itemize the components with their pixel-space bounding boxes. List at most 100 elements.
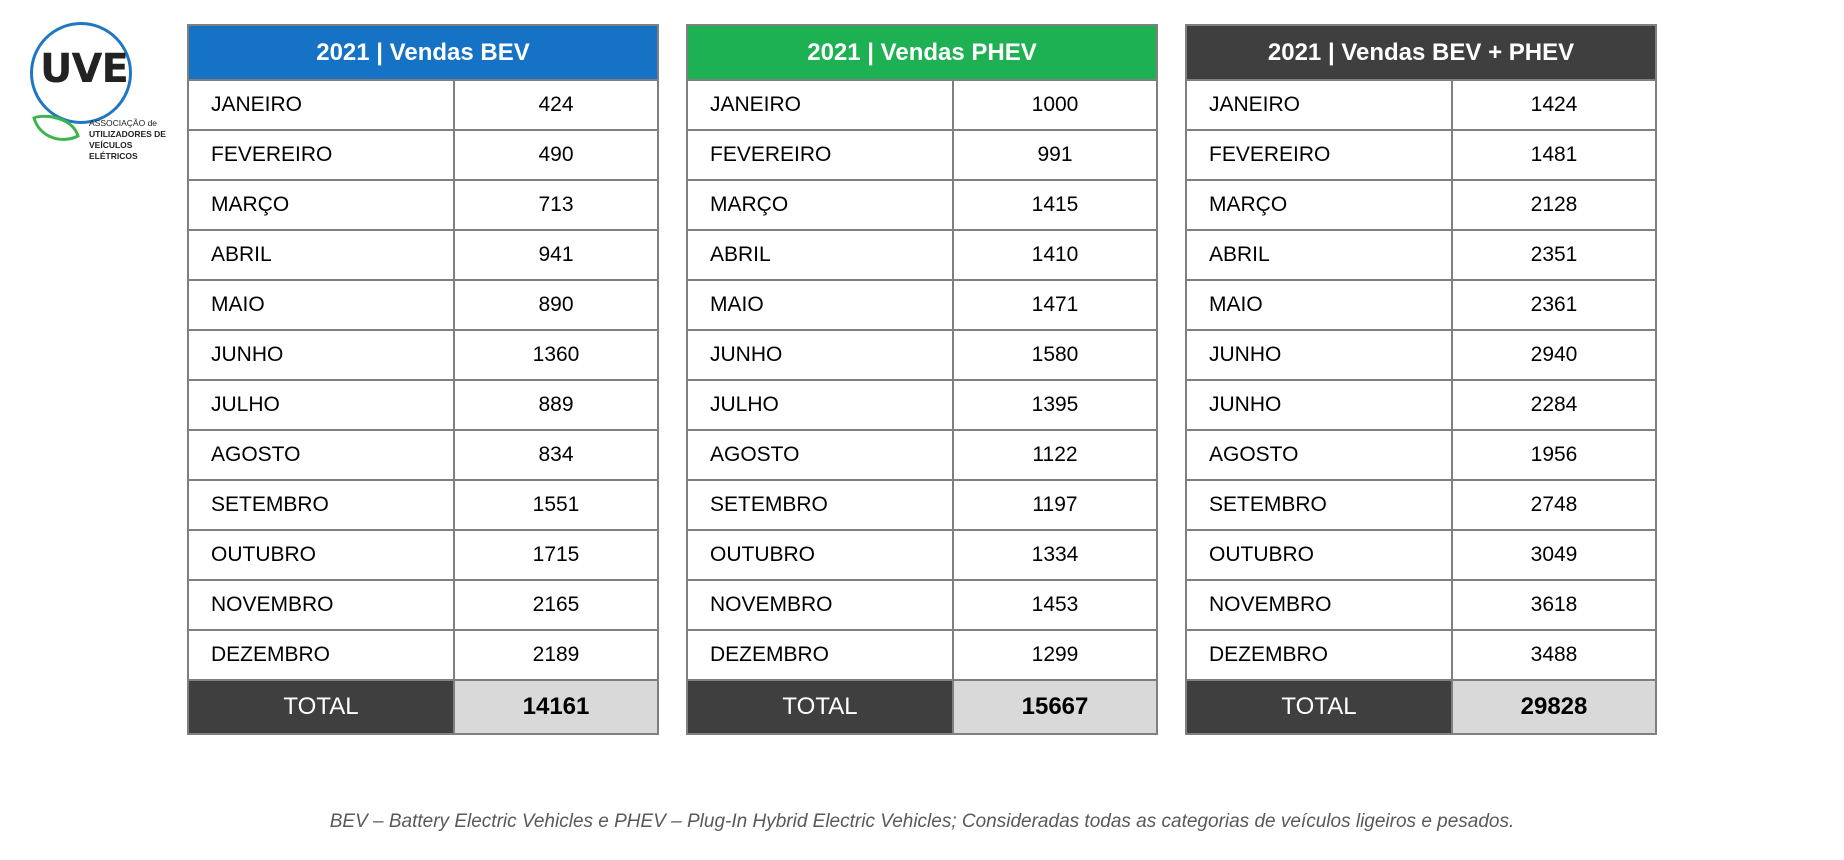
month-cell: FEVEREIRO (1185, 129, 1453, 181)
value-cell: 424 (453, 79, 659, 131)
month-cell: ABRIL (686, 229, 954, 281)
table-row: AGOSTO 834 (187, 429, 659, 481)
leaf-icon (32, 114, 80, 141)
month-cell: JUNHO (686, 329, 954, 381)
total-value: 15667 (952, 679, 1158, 735)
month-cell: AGOSTO (686, 429, 954, 481)
month-cell: JULHO (187, 379, 455, 431)
logo-mark: UVE (40, 46, 129, 92)
value-cell: 490 (453, 129, 659, 181)
table-row: MAIO 890 (187, 279, 659, 331)
month-cell: FEVEREIRO (187, 129, 455, 181)
month-cell: MAIO (187, 279, 455, 331)
value-cell: 1000 (952, 79, 1158, 131)
value-cell: 3618 (1451, 579, 1657, 631)
value-cell: 1580 (952, 329, 1158, 381)
month-cell: MAIO (1185, 279, 1453, 331)
value-cell: 2284 (1451, 379, 1657, 431)
month-cell: MARÇO (187, 179, 455, 231)
value-cell: 2165 (453, 579, 659, 631)
table-title: 2021 | Vendas BEV + PHEV (1185, 24, 1657, 81)
table-row: NOVEMBRO 1453 (686, 579, 1158, 631)
month-cell: JULHO (686, 379, 954, 431)
footnote-caption: BEV – Battery Electric Vehicles e PHEV –… (329, 811, 1515, 832)
table-row: JULHO 889 (187, 379, 659, 431)
value-cell: 1410 (952, 229, 1158, 281)
table-row: DEZEMBRO 2189 (187, 629, 659, 681)
total-row: TOTAL 14161 (187, 679, 659, 735)
table-row: SETEMBRO 1551 (187, 479, 659, 531)
table-bev: 2021 | Vendas BEV JANEIRO 424 FEVEREIRO 490… (187, 24, 659, 735)
total-row: TOTAL 15667 (686, 679, 1158, 735)
value-cell: 3488 (1451, 629, 1657, 681)
table-row: DEZEMBRO 3488 (1185, 629, 1657, 681)
month-cell: MARÇO (1185, 179, 1453, 231)
uve-logo: UVE ASSOCIAÇÃO de UTILIZADORES DE VEÍCUL… (26, 18, 176, 161)
table-row: JUNHO 1360 (187, 329, 659, 381)
table-row: SETEMBRO 1197 (686, 479, 1158, 531)
value-cell: 2940 (1451, 329, 1657, 381)
value-cell: 991 (952, 129, 1158, 181)
table-row: JUNHO 2940 (1185, 329, 1657, 381)
value-cell: 1715 (453, 529, 659, 581)
logo-text: ASSOCIAÇÃO de UTILIZADORES DE VEÍCULOS E… (89, 118, 176, 162)
month-cell: MAIO (686, 279, 954, 331)
value-cell: 1360 (453, 329, 659, 381)
logo-line-2: UTILIZADORES DE (89, 129, 166, 139)
logo-line-3: VEÍCULOS ELÉTRICOS (89, 140, 138, 161)
table-row: ABRIL 1410 (686, 229, 1158, 281)
month-cell: ABRIL (1185, 229, 1453, 281)
month-cell: NOVEMBRO (187, 579, 455, 631)
table-row: JANEIRO 1424 (1185, 79, 1657, 131)
total-value: 29828 (1451, 679, 1657, 735)
table-row: OUTUBRO 1334 (686, 529, 1158, 581)
table-row: NOVEMBRO 3618 (1185, 579, 1657, 631)
month-cell: AGOSTO (1185, 429, 1453, 481)
month-cell: OUTUBRO (1185, 529, 1453, 581)
table-row: NOVEMBRO 2165 (187, 579, 659, 631)
total-label: TOTAL (187, 679, 455, 735)
month-cell: OUTUBRO (187, 529, 455, 581)
month-cell: JANEIRO (1185, 79, 1453, 131)
table-row: FEVEREIRO 1481 (1185, 129, 1657, 181)
month-cell: DEZEMBRO (187, 629, 455, 681)
value-cell: 834 (453, 429, 659, 481)
month-cell: SETEMBRO (1185, 479, 1453, 531)
month-cell: JUNHO (1185, 329, 1453, 381)
value-cell: 1471 (952, 279, 1158, 331)
table-row: ABRIL 941 (187, 229, 659, 281)
value-cell: 2361 (1451, 279, 1657, 331)
value-cell: 1453 (952, 579, 1158, 631)
table-row: FEVEREIRO 991 (686, 129, 1158, 181)
table-row: AGOSTO 1122 (686, 429, 1158, 481)
month-cell: ABRIL (187, 229, 455, 281)
value-cell: 1122 (952, 429, 1158, 481)
value-cell: 889 (453, 379, 659, 431)
value-cell: 1334 (952, 529, 1158, 581)
table-row: JANEIRO 424 (187, 79, 659, 131)
table-row: ABRIL 2351 (1185, 229, 1657, 281)
table-title: 2021 | Vendas PHEV (686, 24, 1158, 81)
value-cell: 2189 (453, 629, 659, 681)
total-label: TOTAL (1185, 679, 1453, 735)
table-row: MARÇO 713 (187, 179, 659, 231)
month-cell: JANEIRO (187, 79, 455, 131)
logo-line-1: ASSOCIAÇÃO de (89, 118, 158, 128)
table-row: JULHO 1395 (686, 379, 1158, 431)
month-cell: NOVEMBRO (686, 579, 954, 631)
table-row: MAIO 1471 (686, 279, 1158, 331)
table-row: OUTUBRO 3049 (1185, 529, 1657, 581)
month-cell: DEZEMBRO (686, 629, 954, 681)
value-cell: 2748 (1451, 479, 1657, 531)
value-cell: 1956 (1451, 429, 1657, 481)
table-row: JUNHO 1580 (686, 329, 1158, 381)
month-cell: SETEMBRO (686, 479, 954, 531)
month-cell: MARÇO (686, 179, 954, 231)
table-row: MAIO 2361 (1185, 279, 1657, 331)
table-row: SETEMBRO 2748 (1185, 479, 1657, 531)
value-cell: 3049 (1451, 529, 1657, 581)
value-cell: 890 (453, 279, 659, 331)
value-cell: 1197 (952, 479, 1158, 531)
value-cell: 1481 (1451, 129, 1657, 181)
value-cell: 941 (453, 229, 659, 281)
